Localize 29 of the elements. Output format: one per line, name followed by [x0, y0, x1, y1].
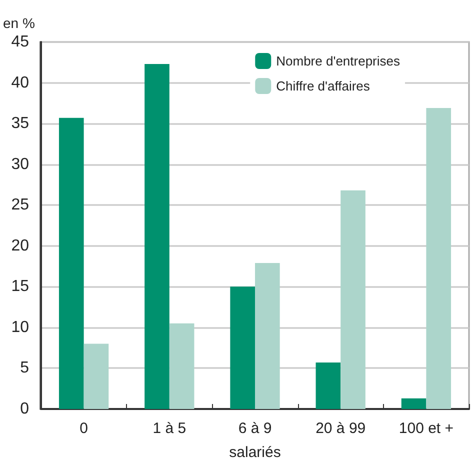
y-tick-label: 45	[11, 34, 30, 50]
y-tick-label: 5	[20, 360, 30, 377]
bar	[58, 118, 84, 409]
bar	[316, 362, 341, 409]
bar	[144, 64, 170, 409]
bar	[401, 398, 426, 409]
y-tick-label: 30	[11, 156, 30, 173]
y-tick-label: 10	[11, 318, 30, 336]
y-tick-label: 35	[11, 115, 30, 132]
legend-label: Nombre d'entreprises	[276, 54, 400, 68]
x-tick-label: 6 à 9	[238, 420, 272, 437]
x-tick-label: 100 et +	[398, 420, 454, 437]
y-tick-label: 40	[11, 74, 30, 92]
y-tick-label: 15	[11, 278, 30, 296]
y-axis-title: en %	[3, 15, 35, 31]
x-axis-title: salariés	[229, 444, 281, 461]
x-tick-label: 1 à 5	[152, 420, 186, 437]
bar	[340, 190, 366, 409]
y-tick-label: 0	[20, 400, 30, 418]
x-tick-label: 0	[80, 420, 88, 437]
bar	[84, 344, 109, 409]
y-tick-label: 25	[11, 196, 30, 214]
y-tick-label: 20	[11, 237, 30, 254]
bar	[426, 108, 452, 409]
bar	[255, 263, 280, 409]
x-tick-label: 20 à 99	[316, 420, 366, 437]
bar	[230, 286, 255, 409]
bar	[169, 323, 194, 409]
legend-label: Chiffre d'affaires	[276, 78, 370, 94]
